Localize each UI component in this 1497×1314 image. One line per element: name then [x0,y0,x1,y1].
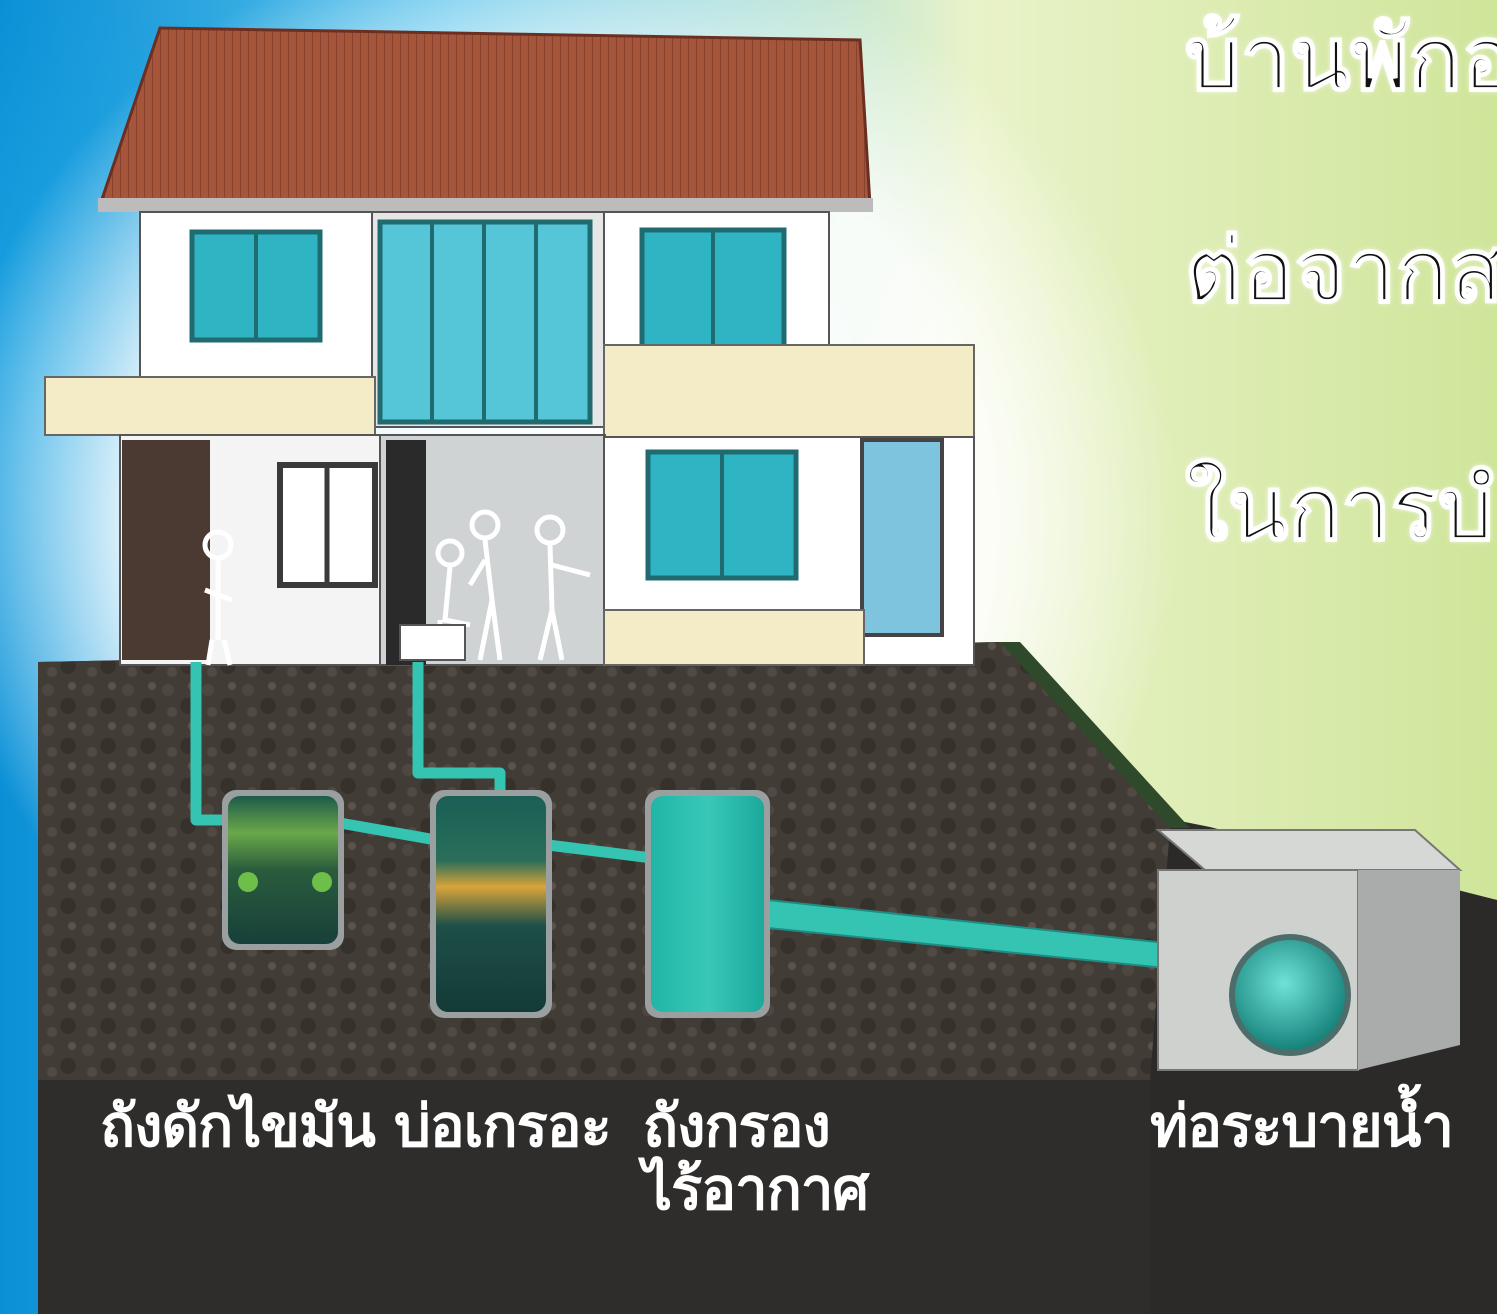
headline-line-3: ในการบํ [1185,456,1495,561]
roof-gutter [98,198,873,212]
beam-right [603,344,975,438]
pipes [190,662,653,864]
door-right [860,438,944,637]
septic-tank [430,790,552,1018]
door-dark [122,440,210,660]
headline-line-1: บ้านพักอ [1185,6,1497,111]
beam-left [44,376,376,436]
drain-opening [1229,934,1351,1056]
label-grease-trap: ถังดักไขมัน [100,1092,376,1160]
grease-trap-tank [222,790,344,950]
headline-line-2: ต่อจากส [1185,218,1497,323]
pipe-tank1-to-tank2 [339,817,437,846]
label-anaerobic-filter: ถังกรอง ไร้อากาศ [643,1092,869,1223]
soil-layer [38,642,1170,1080]
pipe-kitchen [190,662,230,826]
anaerobic-filter-tank [645,790,770,1018]
pipe-toilet [412,662,506,795]
label-drain-pipe: ท่อระบายน้ำ [1150,1092,1454,1160]
toilet [399,624,466,661]
grass-edge [1000,642,1190,828]
drain-box [1155,829,1463,1071]
label-septic-tank: บ่อเกรอะ [394,1092,612,1160]
pipe-tank2-to-tank3 [547,839,653,864]
beam-lower-right [603,609,865,666]
house [44,26,975,666]
roof [97,26,872,207]
